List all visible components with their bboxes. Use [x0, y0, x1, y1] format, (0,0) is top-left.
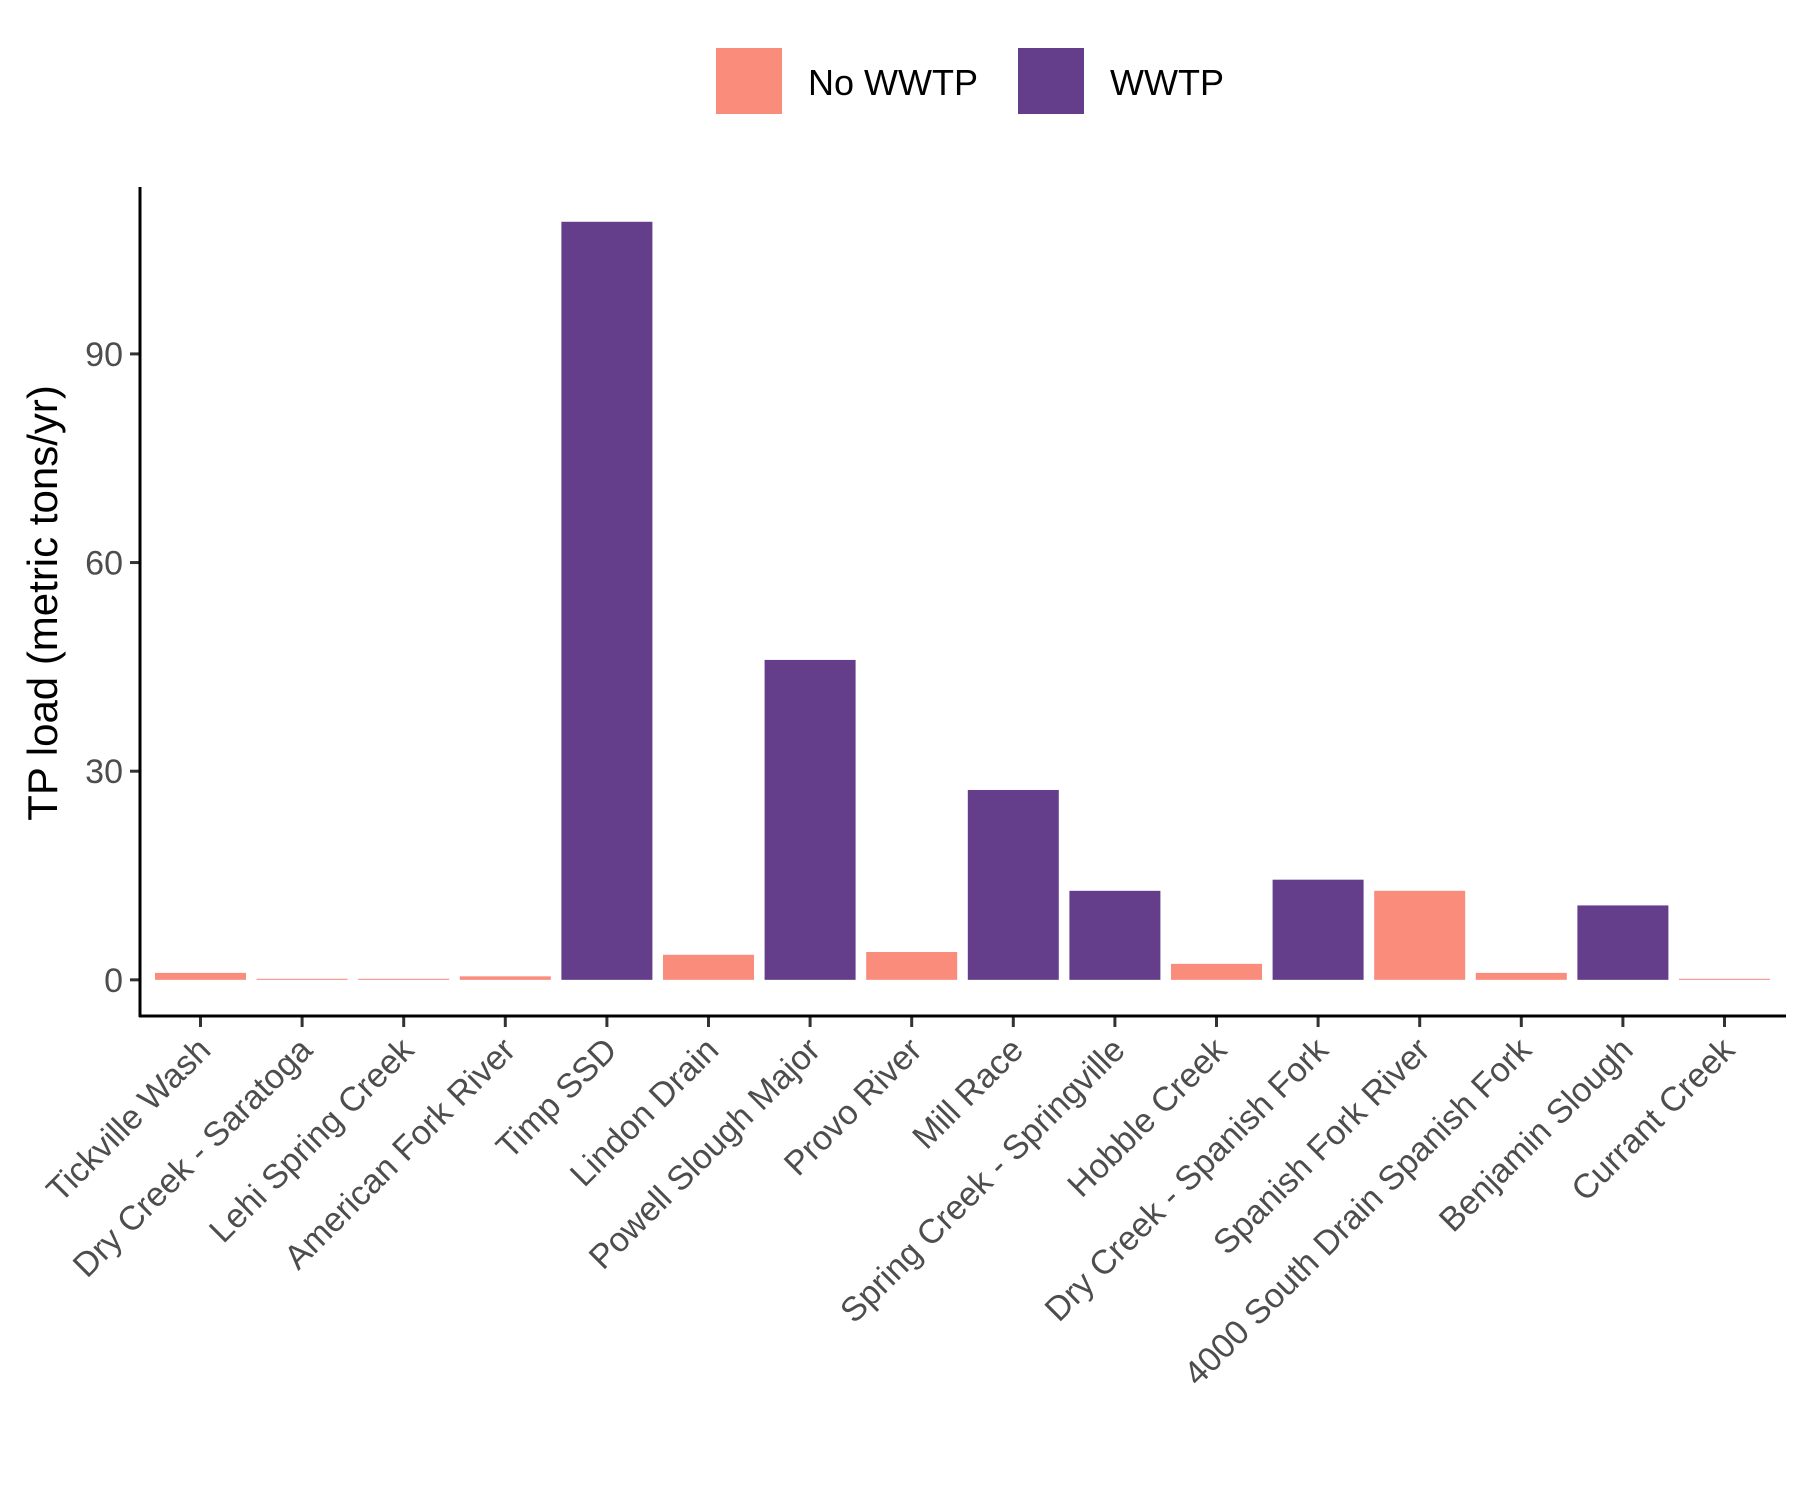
- legend-label-no-wwtp: No WWTP: [808, 62, 978, 103]
- y-tick-label-60: 60: [85, 545, 123, 583]
- bar-dry-creek-saratoga: [256, 978, 348, 980]
- y-axis-ticks: 0 30 60 90: [85, 336, 140, 1000]
- bar-currant-creek: [1679, 978, 1770, 980]
- bar-provo-river: [866, 952, 958, 980]
- bar-mill-race: [967, 789, 1059, 980]
- bar-lindon-drain: [663, 954, 754, 980]
- bar-dry-creek-spanish-fork: [1272, 879, 1364, 980]
- y-axis-title: TP load (metric tons/yr): [19, 385, 66, 821]
- legend: No WWTP WWTP: [716, 48, 1224, 114]
- bars: [155, 221, 1770, 980]
- bar-spanish-fork-river: [1374, 890, 1466, 980]
- bar-lehi-spring-creek: [358, 978, 450, 980]
- y-tick-label-30: 30: [85, 753, 123, 791]
- x-tick-label-benjamin-slough: Benjamin Slough: [1432, 1031, 1641, 1240]
- bar-tickville-wash: [155, 972, 246, 980]
- legend-key-wwtp: [1018, 48, 1084, 114]
- bar-timp-ssd: [561, 221, 653, 980]
- bar-hobble-creek: [1171, 963, 1262, 980]
- y-tick-label-0: 0: [104, 962, 123, 1000]
- legend-key-no-wwtp: [716, 48, 782, 114]
- bar-american-fork-river: [459, 976, 551, 980]
- bar-benjamin-slough: [1577, 905, 1669, 980]
- legend-label-wwtp: WWTP: [1110, 62, 1224, 103]
- bar-spring-creek-springville: [1069, 890, 1161, 980]
- bar-powell-slough-major: [764, 659, 856, 980]
- y-tick-label-90: 90: [85, 336, 123, 374]
- bar-4000-south-drain-spanish-fork: [1475, 972, 1567, 980]
